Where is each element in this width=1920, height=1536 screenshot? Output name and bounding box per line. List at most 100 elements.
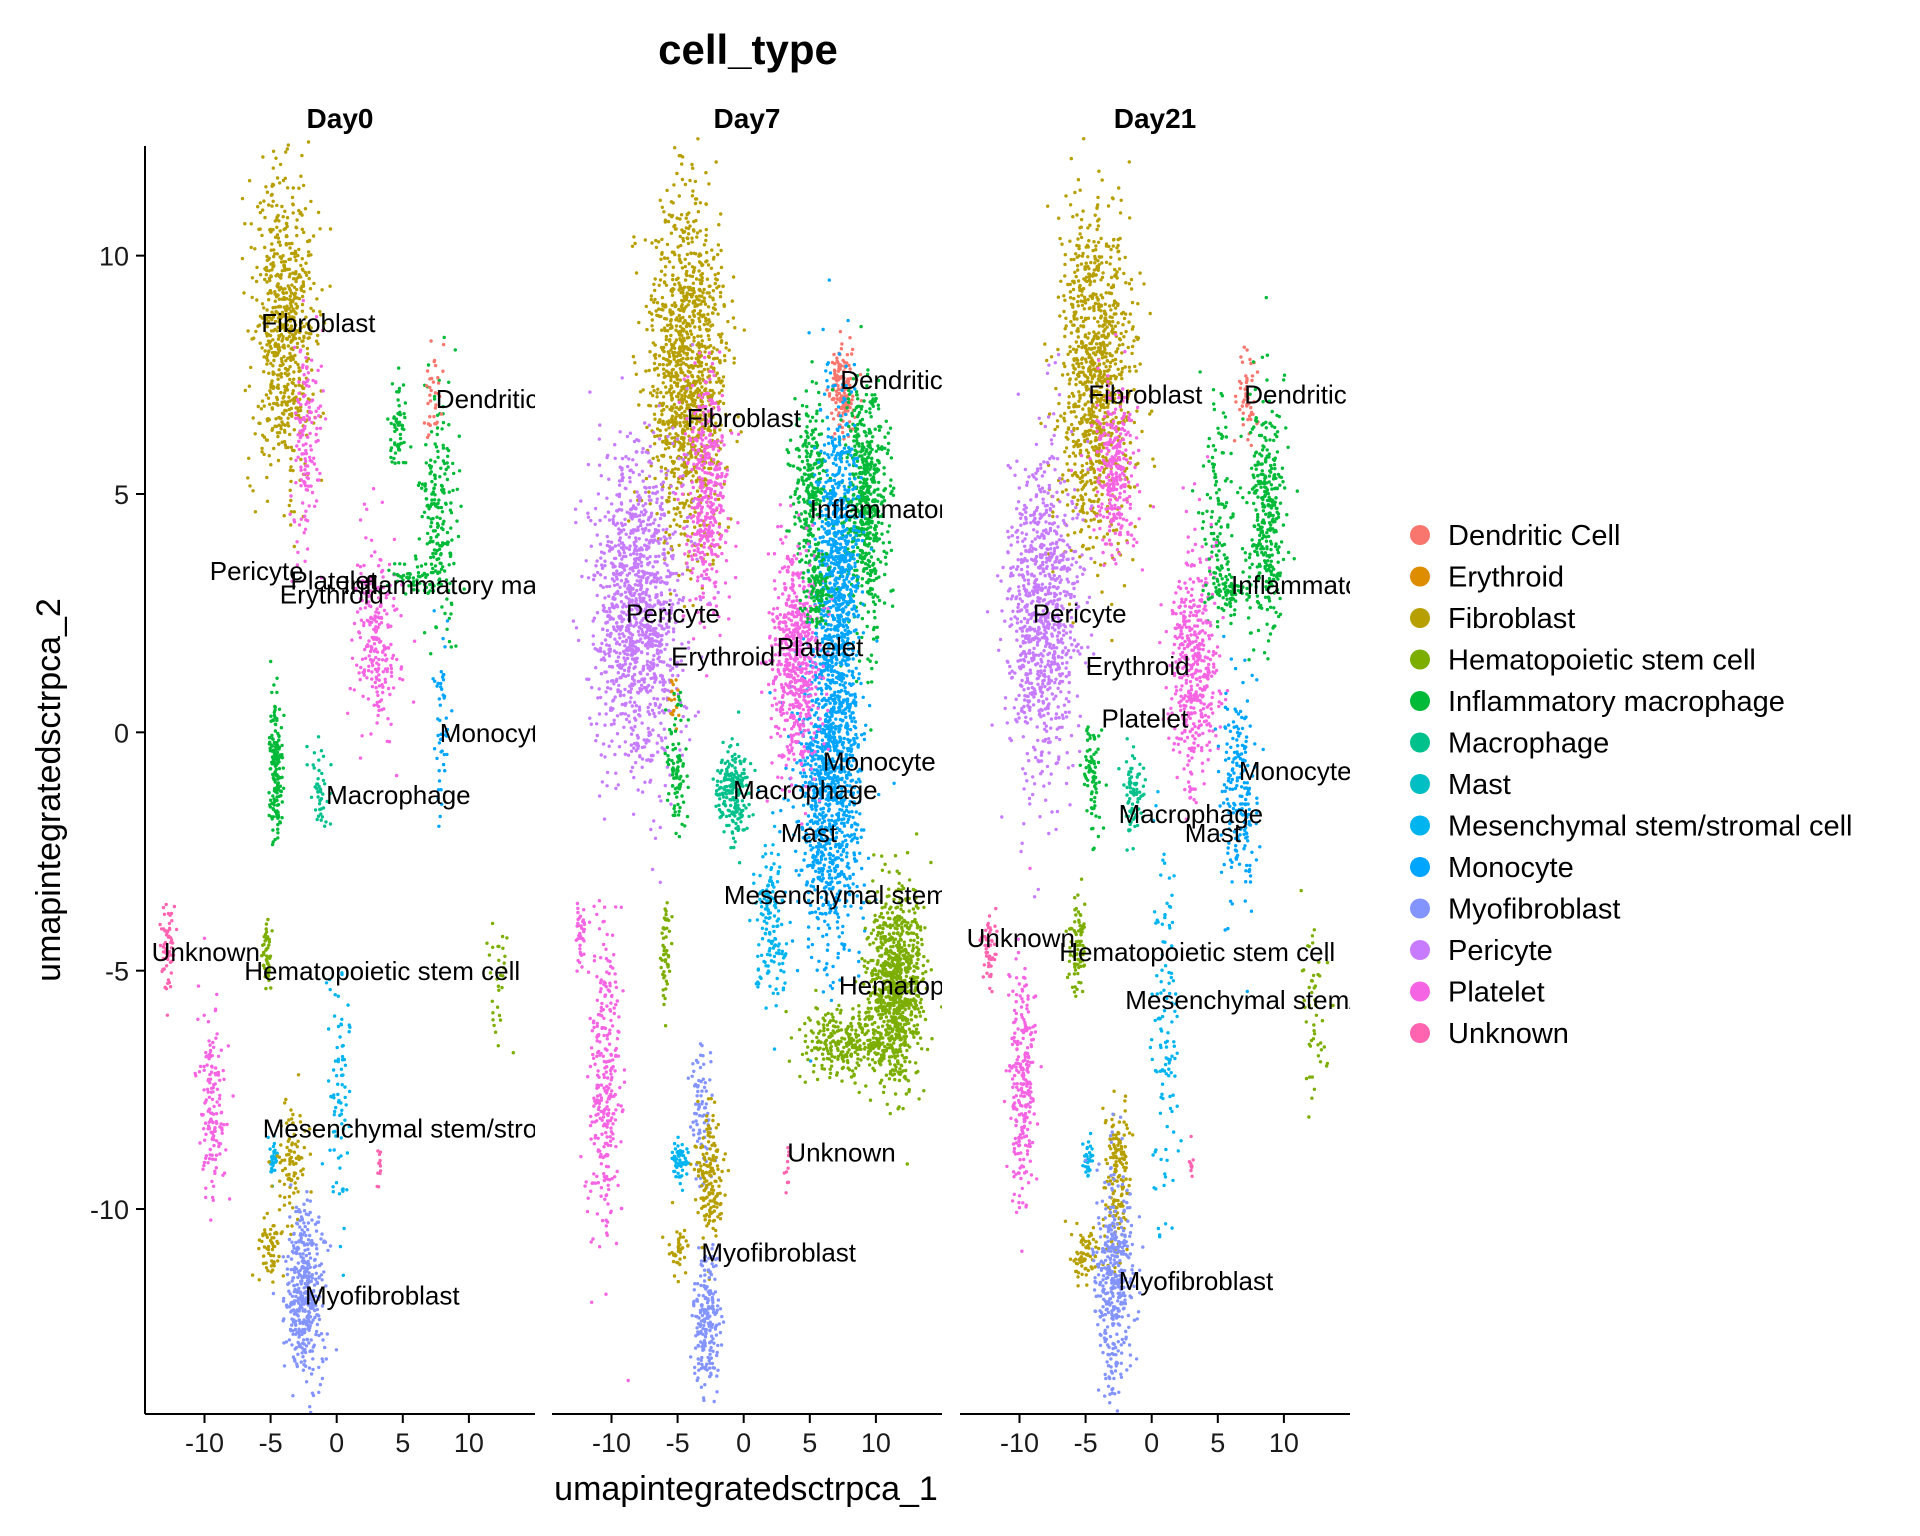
point-pericyte: [659, 537, 663, 541]
point-myofibroblast: [304, 1344, 309, 1348]
point-mesenchymal-stem-stromal-cell: [343, 1063, 348, 1068]
point-inflammatory-macrophage: [416, 589, 420, 593]
point-myofibroblast: [295, 1222, 300, 1226]
point-fibroblast: [665, 188, 669, 193]
point-platelet: [701, 591, 705, 595]
point-fibroblast: [700, 339, 704, 343]
point-fibroblast: [700, 373, 705, 377]
point-platelet: [298, 418, 302, 422]
point-inflammatory-macrophage: [271, 828, 275, 832]
point-platelet: [692, 411, 697, 416]
point-fibroblast: [670, 290, 674, 294]
point-inflammatory-macrophage: [393, 442, 397, 447]
point-fibroblast: [298, 1114, 302, 1118]
point-fibroblast: [686, 442, 690, 446]
point-platelet: [303, 527, 308, 531]
point-inflammatory-macrophage: [425, 504, 429, 508]
point-fibroblast: [289, 309, 293, 314]
point-unknown: [169, 953, 174, 957]
point-unknown: [165, 930, 169, 935]
point-platelet: [222, 1123, 226, 1127]
point-pericyte: [596, 570, 600, 575]
point-unknown: [378, 1164, 383, 1168]
point-platelet: [212, 1104, 216, 1109]
cluster-label-mesenchymal-stem-stromal-cell: Mesenchymal stem/stromal cell: [263, 1114, 626, 1144]
point-pericyte: [623, 752, 628, 756]
point-fibroblast: [694, 277, 699, 281]
point-hematopoietic-stem-cell: [495, 977, 499, 981]
point-platelet: [711, 446, 716, 450]
point-platelet: [381, 575, 385, 579]
point-fibroblast: [661, 367, 666, 371]
point-fibroblast: [698, 319, 702, 324]
point-inflammatory-macrophage: [440, 510, 445, 514]
point-fibroblast: [669, 378, 673, 383]
point-platelet: [386, 625, 390, 629]
point-fibroblast: [704, 238, 708, 243]
point-fibroblast: [276, 325, 280, 329]
point-hematopoietic-stem-cell: [266, 972, 270, 977]
point-platelet: [206, 1127, 210, 1131]
point-fibroblast: [276, 316, 281, 320]
point-fibroblast: [724, 346, 728, 350]
point-fibroblast: [668, 524, 672, 528]
point-fibroblast: [681, 315, 685, 320]
point-inflammatory-macrophage: [276, 810, 280, 814]
point-inflammatory-macrophage: [275, 717, 279, 721]
point-fibroblast: [667, 419, 671, 423]
point-inflammatory-macrophage: [277, 738, 281, 742]
point-inflammatory-macrophage: [428, 582, 432, 587]
point-platelet: [702, 404, 706, 409]
point-fibroblast: [302, 334, 306, 339]
point-pericyte: [669, 802, 673, 806]
point-fibroblast: [667, 390, 671, 394]
point-monocyte: [436, 681, 440, 686]
point-platelet: [204, 1195, 208, 1200]
point-pericyte: [616, 783, 620, 787]
point-platelet: [709, 487, 714, 491]
point-myofibroblast: [319, 1237, 323, 1241]
point-inflammatory-macrophage: [444, 467, 448, 472]
point-inflammatory-macrophage: [393, 425, 397, 429]
point-fibroblast: [285, 221, 289, 226]
point-fibroblast: [653, 288, 657, 293]
point-fibroblast: [293, 1181, 297, 1185]
point-fibroblast: [680, 177, 685, 182]
point-fibroblast: [279, 273, 283, 277]
point-platelet: [710, 361, 715, 366]
point-monocyte: [439, 732, 443, 736]
point-fibroblast: [673, 301, 677, 305]
point-platelet: [203, 1138, 207, 1142]
point-myofibroblast: [298, 1252, 302, 1256]
point-monocyte: [440, 802, 444, 806]
point-inflammatory-macrophage: [401, 383, 406, 387]
point-fibroblast: [295, 218, 299, 222]
point-fibroblast: [697, 388, 702, 393]
point-fibroblast: [258, 273, 263, 277]
point-fibroblast: [730, 299, 734, 303]
point-platelet: [310, 490, 315, 495]
point-fibroblast: [275, 373, 280, 377]
point-fibroblast: [704, 202, 708, 206]
point-fibroblast: [271, 149, 276, 153]
point-inflammatory-macrophage: [416, 571, 421, 575]
point-platelet: [719, 475, 723, 479]
point-fibroblast: [287, 1194, 292, 1199]
point-pericyte: [671, 441, 675, 446]
point-mesenchymal-stem-stromal-cell: [343, 1085, 347, 1089]
point-inflammatory-macrophage: [407, 575, 412, 580]
point-platelet: [303, 559, 307, 563]
point-fibroblast: [672, 287, 676, 291]
point-inflammatory-macrophage: [454, 644, 458, 648]
point-platelet: [303, 457, 307, 461]
point-fibroblast: [299, 321, 304, 325]
point-fibroblast: [301, 344, 305, 348]
point-platelet: [203, 1121, 208, 1125]
point-myofibroblast: [288, 1305, 292, 1309]
point-fibroblast: [700, 272, 705, 276]
point-unknown: [165, 1013, 170, 1017]
point-platelet: [391, 653, 395, 658]
point-fibroblast: [292, 510, 296, 514]
point-fibroblast: [297, 273, 301, 277]
